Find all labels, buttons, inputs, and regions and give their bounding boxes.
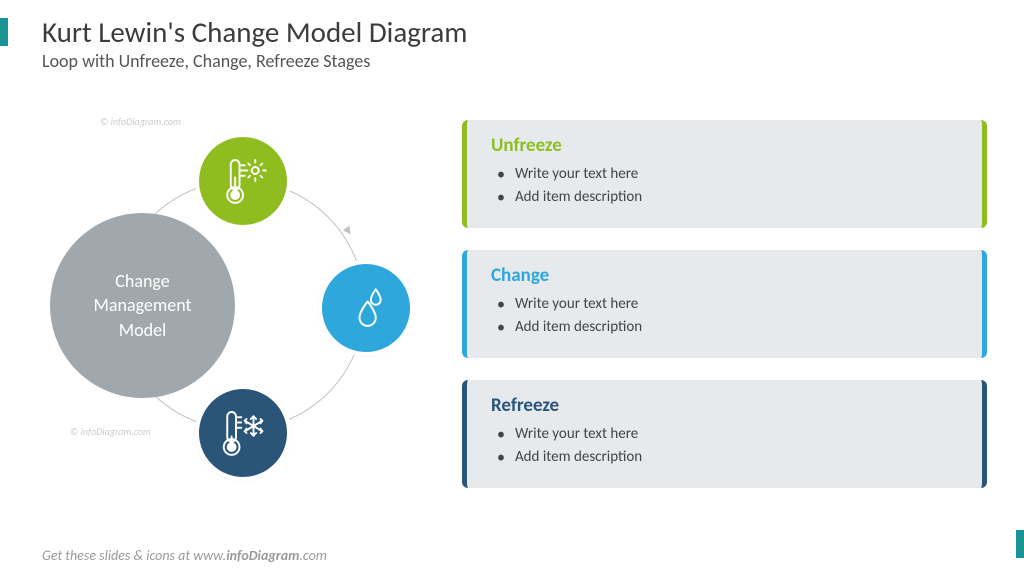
info-box-unfreeze: Unfreeze Write your text here Add item d… <box>462 120 987 228</box>
list-item: Write your text here <box>497 423 958 446</box>
drops-icon <box>340 282 392 334</box>
accent-left <box>0 18 8 46</box>
watermark: © infoDiagram.com <box>100 115 181 128</box>
diagram-area: Change Management Model <box>20 95 450 515</box>
watermark: © infoDiagram.com <box>70 425 151 438</box>
info-box-refreeze: Refreeze Write your text here Add item d… <box>462 380 987 488</box>
info-title-refreeze: Refreeze <box>491 394 958 417</box>
footer-prefix: Get these slides & icons at www. <box>42 547 226 564</box>
list-item: Add item description <box>497 316 958 339</box>
info-box-change: Change Write your text here Add item des… <box>462 250 987 358</box>
accent-right <box>1016 530 1024 558</box>
list-item: Add item description <box>497 446 958 469</box>
page-subtitle: Loop with Unfreeze, Change, Refreeze Sta… <box>42 50 370 72</box>
stage-circle-refreeze <box>195 385 291 481</box>
stage-circle-unfreeze <box>195 133 291 229</box>
thermometer-cold-icon <box>215 405 271 461</box>
page-title: Kurt Lewin's Change Model Diagram <box>42 14 467 50</box>
footer-suffix: .com <box>299 547 327 564</box>
center-circle: Change Management Model <box>50 213 235 398</box>
thermometer-hot-icon <box>215 153 271 209</box>
info-title-change: Change <box>491 264 958 287</box>
footer-bold: infoDiagram <box>226 547 299 564</box>
list-item: Write your text here <box>497 293 958 316</box>
center-label: Change Management Model <box>70 269 215 342</box>
list-item: Write your text here <box>497 163 958 186</box>
list-item: Add item description <box>497 186 958 209</box>
info-list-change: Write your text here Add item descriptio… <box>491 293 958 340</box>
stage-circle-change <box>318 260 414 356</box>
info-list-refreeze: Write your text here Add item descriptio… <box>491 423 958 470</box>
arrow-icon <box>342 225 356 239</box>
footer-text: Get these slides & icons at www.infoDiag… <box>42 547 327 564</box>
info-list-unfreeze: Write your text here Add item descriptio… <box>491 163 958 210</box>
info-title-unfreeze: Unfreeze <box>491 134 958 157</box>
